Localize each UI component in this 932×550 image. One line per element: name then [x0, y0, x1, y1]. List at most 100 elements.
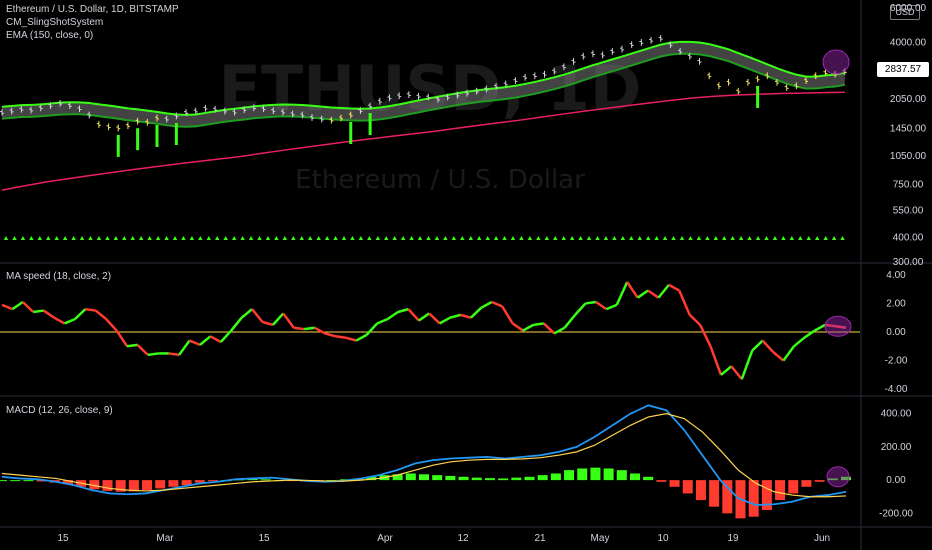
speed-line-segment	[115, 329, 129, 347]
trend-triangle-marker	[155, 236, 161, 240]
speed-line-segment	[251, 308, 264, 323]
trend-triangle-marker	[88, 236, 93, 240]
trend-triangle-marker	[147, 236, 152, 240]
macd-histogram-bar	[722, 480, 733, 514]
macd-histogram-bar	[695, 480, 706, 501]
time-axis[interactable]: 15 Mar 15 Apr 12 21 May 10 19 Jun	[57, 533, 830, 544]
speed-line-segment	[647, 289, 660, 299]
speed-line-segment	[835, 325, 847, 329]
speed-line-segment	[271, 312, 285, 326]
trend-triangle-marker	[764, 236, 769, 240]
speed-pane-legend: MA speed (18, close, 2)	[6, 270, 111, 283]
macd-histogram-bar	[23, 480, 34, 482]
speed-title[interactable]: MA speed (18, close, 2)	[6, 271, 112, 282]
speed-line-segment	[542, 322, 556, 335]
speed-tick-label: 2.00	[886, 298, 906, 309]
macd-histogram-bar	[761, 480, 772, 511]
ema-150-line	[1, 91, 845, 191]
trend-triangle-marker	[215, 236, 220, 240]
speed-pane[interactable]	[0, 281, 860, 380]
speed-tick-label: 4.00	[886, 270, 906, 281]
trend-triangle-marker	[815, 236, 820, 240]
trend-triangle-marker	[29, 236, 34, 240]
price-tick-label: 1050.00	[890, 151, 927, 162]
speed-line-segment	[439, 316, 451, 325]
macd-histogram-bar	[260, 479, 271, 481]
speed-line-segment	[282, 312, 295, 329]
speed-line-segment	[772, 351, 785, 362]
price-tick-label: 400.00	[893, 233, 924, 244]
macd-histogram-bar	[643, 476, 654, 481]
trend-triangle-marker	[722, 236, 727, 240]
price-axis[interactable]: 6000.00 4000.00 2050.00 1450.00 1050.00 750.0…	[879, 3, 926, 519]
speed-line-segment	[626, 281, 639, 299]
macd-histogram-bar	[471, 477, 482, 481]
macd-tick-label: 0.00	[886, 475, 906, 486]
trend-triangle-marker	[248, 236, 254, 240]
macd-histogram-bar	[524, 476, 535, 481]
trend-triangle-marker	[823, 236, 828, 240]
trend-triangle-marker	[629, 236, 634, 240]
price-tick-label: 750.00	[893, 179, 924, 190]
speed-line-segment	[42, 309, 55, 319]
trend-triangle-marker	[206, 236, 211, 240]
price-tick-label: 300.00	[893, 257, 924, 268]
speed-line-segment	[761, 339, 774, 353]
macd-pane-legend: MACD (12, 26, close, 9)	[6, 404, 113, 417]
trend-triangle-marker	[367, 236, 372, 240]
highlight-circle-macd	[826, 466, 850, 488]
macd-histogram-bar	[0, 480, 7, 482]
trend-triangle-marker	[679, 236, 685, 240]
trend-triangle-marker	[384, 236, 389, 240]
macd-histogram-bar	[537, 475, 548, 481]
trend-triangle-marker	[105, 236, 110, 240]
trend-triangle-marker	[324, 236, 330, 240]
trend-triangle-marker	[257, 236, 262, 240]
trend-triangle-marker	[62, 236, 68, 240]
trend-triangle-marker	[738, 236, 744, 240]
speed-line-segment	[230, 316, 243, 332]
speed-line-segment	[574, 302, 587, 316]
trend-triangle-marker	[164, 236, 169, 240]
price-pane-legend: Ethereum / U.S. Dollar, 1D, BITSTAMP CM_…	[6, 3, 179, 42]
slingshot-entry-signal	[136, 128, 140, 151]
currency-button[interactable]: USD	[890, 5, 920, 20]
speed-tick-label: -2.00	[885, 356, 908, 367]
speed-line-segment	[533, 322, 544, 327]
ma-ribbon-band	[2, 41, 845, 127]
speed-line-segment	[678, 290, 691, 316]
macd-histogram-bar	[168, 480, 179, 487]
price-tick-label: 550.00	[893, 206, 924, 217]
macd-histogram-bar	[62, 480, 73, 485]
speed-line-segment	[189, 339, 201, 347]
trend-triangle-marker	[265, 236, 271, 240]
date-tick-label: 21	[534, 533, 546, 544]
macd-histogram-bar	[550, 473, 561, 481]
macd-histogram-bar	[181, 480, 192, 486]
indicator-slingshot-label[interactable]: CM_SlingShotSystem	[6, 17, 104, 28]
macd-title[interactable]: MACD (12, 26, close, 9)	[6, 405, 113, 416]
symbol-title[interactable]: Ethereum / U.S. Dollar, 1D, BITSTAMP	[6, 4, 179, 15]
trend-triangle-marker	[595, 236, 600, 240]
macd-pane[interactable]	[0, 404, 851, 519]
trend-triangle-marker	[772, 236, 778, 240]
indicator-ema-label[interactable]: EMA (150, close, 0)	[6, 30, 94, 41]
trend-triangle-marker	[696, 236, 702, 240]
trend-triangle-marker	[485, 236, 490, 240]
trend-triangle-marker	[223, 236, 228, 240]
trend-triangle-marker	[96, 236, 102, 240]
trend-triangle-marker	[586, 236, 592, 240]
trend-triangle-marker	[493, 236, 499, 240]
price-pane[interactable]	[0, 34, 850, 240]
speed-line-segment	[824, 323, 836, 328]
date-tick-label: 12	[457, 533, 469, 544]
trend-triangle-marker	[561, 236, 566, 240]
slingshot-entry-signal	[155, 125, 159, 148]
trend-triangle-marker	[198, 236, 203, 240]
date-tick-label: Apr	[377, 533, 393, 544]
speed-line-segment	[397, 307, 409, 314]
macd-histogram-bar	[564, 470, 575, 481]
slingshot-entry-signal	[349, 121, 353, 144]
